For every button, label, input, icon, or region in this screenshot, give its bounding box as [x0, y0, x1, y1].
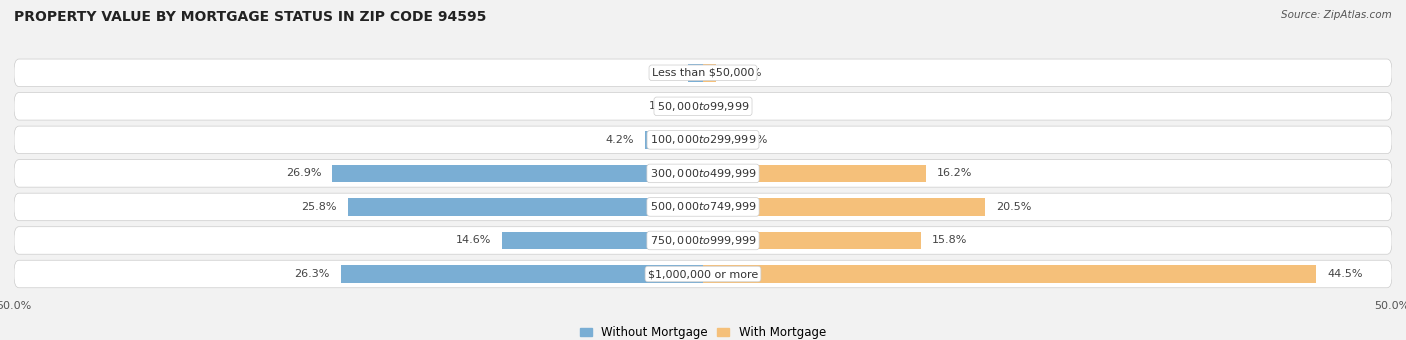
Text: 20.5%: 20.5%	[997, 202, 1032, 212]
Text: 44.5%: 44.5%	[1327, 269, 1362, 279]
Bar	[703, 98, 706, 115]
Text: 26.9%: 26.9%	[285, 168, 322, 179]
Text: 1.1%: 1.1%	[648, 101, 676, 111]
Bar	[703, 64, 716, 82]
Bar	[703, 165, 927, 182]
FancyBboxPatch shape	[14, 260, 1392, 288]
Text: 0.25%: 0.25%	[717, 101, 752, 111]
Bar	[703, 265, 1316, 283]
Bar	[502, 232, 703, 249]
Bar	[703, 232, 921, 249]
Text: 4.2%: 4.2%	[606, 135, 634, 145]
Text: 14.6%: 14.6%	[456, 236, 491, 245]
Text: $1,000,000 or more: $1,000,000 or more	[648, 269, 758, 279]
Text: 1.1%: 1.1%	[648, 68, 676, 78]
Text: PROPERTY VALUE BY MORTGAGE STATUS IN ZIP CODE 94595: PROPERTY VALUE BY MORTGAGE STATUS IN ZIP…	[14, 10, 486, 24]
Bar	[688, 64, 703, 82]
Text: 25.8%: 25.8%	[301, 202, 336, 212]
FancyBboxPatch shape	[14, 59, 1392, 87]
Bar	[703, 198, 986, 216]
Text: 16.2%: 16.2%	[938, 168, 973, 179]
Text: Less than $50,000: Less than $50,000	[652, 68, 754, 78]
Bar	[703, 131, 730, 149]
Bar	[340, 265, 703, 283]
FancyBboxPatch shape	[14, 92, 1392, 120]
Text: $750,000 to $999,999: $750,000 to $999,999	[650, 234, 756, 247]
FancyBboxPatch shape	[14, 227, 1392, 254]
FancyBboxPatch shape	[14, 126, 1392, 154]
Bar	[332, 165, 703, 182]
Text: $500,000 to $749,999: $500,000 to $749,999	[650, 201, 756, 214]
Legend: Without Mortgage, With Mortgage: Without Mortgage, With Mortgage	[575, 321, 831, 340]
FancyBboxPatch shape	[14, 193, 1392, 221]
FancyBboxPatch shape	[14, 160, 1392, 187]
Text: $50,000 to $99,999: $50,000 to $99,999	[657, 100, 749, 113]
Bar	[347, 198, 703, 216]
Text: 26.3%: 26.3%	[294, 269, 329, 279]
Bar	[645, 131, 703, 149]
Text: $100,000 to $299,999: $100,000 to $299,999	[650, 133, 756, 146]
Text: $300,000 to $499,999: $300,000 to $499,999	[650, 167, 756, 180]
Text: 1.9%: 1.9%	[740, 135, 769, 145]
Text: 0.92%: 0.92%	[727, 68, 762, 78]
Bar	[688, 98, 703, 115]
Text: 15.8%: 15.8%	[932, 236, 967, 245]
Text: Source: ZipAtlas.com: Source: ZipAtlas.com	[1281, 10, 1392, 20]
